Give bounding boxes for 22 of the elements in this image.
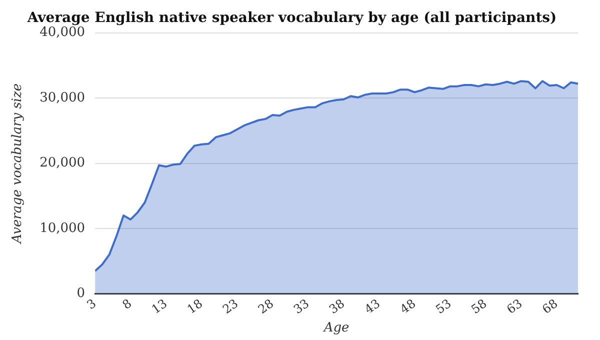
- x-tick-label: 63: [504, 296, 525, 317]
- y-tick-label: 20,000: [40, 156, 86, 171]
- x-tick-label: 13: [149, 296, 170, 317]
- y-tick-label: 40,000: [40, 25, 86, 40]
- x-tick-label: 43: [362, 296, 383, 317]
- x-axis-title: Age: [322, 320, 350, 336]
- x-tick-label: 3: [84, 296, 99, 312]
- x-tick-label: 68: [540, 296, 560, 317]
- x-tick-label: 53: [433, 296, 454, 317]
- x-tick-label: 38: [326, 296, 348, 317]
- x-tick-label: 23: [220, 296, 241, 317]
- x-tick-label: 48: [398, 296, 418, 317]
- y-tick-label: 10,000: [40, 220, 86, 236]
- x-tick-label: 18: [184, 296, 206, 317]
- x-tick-label: 28: [256, 296, 276, 317]
- x-tick-label: 58: [468, 296, 490, 317]
- chart-title: Average English native speaker vocabulary by age (all participants): [26, 10, 557, 26]
- x-tick-label: 8: [120, 296, 134, 312]
- y-tick-label: 0: [76, 286, 86, 302]
- y-axis-title: Average vocabulary size: [10, 83, 26, 244]
- x-tick-label: 33: [291, 296, 312, 317]
- y-tick-label: 30,000: [40, 90, 86, 106]
